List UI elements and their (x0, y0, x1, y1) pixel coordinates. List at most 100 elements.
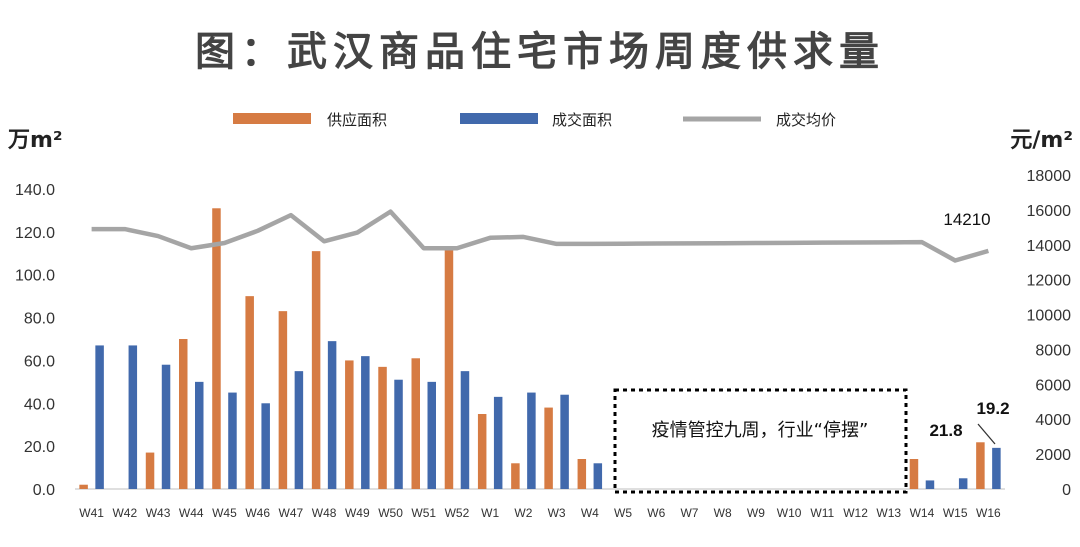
annotation-box (613, 388, 908, 494)
x-tick-label: W48 (312, 506, 337, 520)
bar-deal (195, 381, 204, 489)
right-tick-label: 8000 (1035, 342, 1071, 359)
x-tick-label: W8 (714, 506, 732, 520)
legend: 供应面积 成交面积 成交均价 (233, 111, 836, 129)
bar-deal (128, 345, 138, 489)
left-tick-label: 100.0 (15, 268, 55, 285)
x-tick-label: W45 (212, 506, 237, 520)
bar-supply (477, 414, 487, 489)
left-tick-label: 80.0 (24, 311, 55, 328)
bar-supply (511, 463, 520, 489)
bar-deal (958, 478, 968, 489)
x-tick-label: W10 (777, 506, 802, 520)
bar-supply (311, 251, 321, 489)
right-tick-label: 0 (1062, 482, 1071, 499)
bar-supply (378, 366, 387, 489)
bar-deal (261, 403, 270, 489)
x-tick-label: W16 (976, 506, 1001, 520)
x-tick-label: W3 (548, 506, 566, 520)
right-tick-label: 4000 (1035, 412, 1071, 429)
bar-supply (79, 484, 88, 489)
x-tick-label: W41 (79, 506, 104, 520)
bar-supply (909, 459, 919, 489)
left-tick-label: 40.0 (24, 396, 55, 413)
left-axis-unit: 万m² (7, 128, 63, 153)
x-tick-label: W50 (378, 506, 403, 520)
legend-swatch-supply (233, 113, 311, 124)
deal-data-label: 19.2 (976, 399, 1009, 418)
right-axis-unit: 元/m² (1010, 128, 1073, 153)
deal-label-leader (977, 423, 996, 445)
bar-deal (427, 381, 436, 489)
x-tick-label: W9 (747, 506, 765, 520)
bar-supply (245, 296, 254, 489)
bar-deal (493, 396, 503, 489)
bar-deal (294, 371, 304, 489)
x-tick-label: W13 (876, 506, 901, 520)
bar-supply (577, 459, 587, 489)
left-axis-ticks: 0.0 20.0 40.0 60.0 80.0 100.0 120.0 140.0 (15, 182, 55, 499)
left-tick-label: 140.0 (15, 182, 55, 199)
bar-deal (527, 392, 536, 489)
bar-deal (593, 463, 603, 489)
x-tick-label: W6 (647, 506, 665, 520)
bar-supply (444, 246, 454, 489)
bar-supply (212, 208, 221, 490)
right-tick-label: 18000 (1027, 168, 1072, 185)
left-tick-label: 120.0 (15, 225, 55, 242)
bar-deal (327, 341, 337, 489)
x-axis-ticks: W41 W42 W43 W44 W45 W46 W47 W48 W49 W50 W51 W52 W1 W2… (79, 506, 1001, 520)
bar-deal (228, 392, 237, 489)
x-tick-label: W15 (943, 506, 968, 520)
bar-deal (992, 447, 1001, 489)
annotation-text: 疫情管控九周，行业“停摆” (652, 420, 869, 441)
x-tick-label: W5 (614, 506, 632, 520)
bar-deal (95, 345, 104, 489)
legend-label-price: 成交均价 (776, 111, 836, 129)
x-tick-label: W11 (810, 506, 834, 520)
bar-supply (411, 358, 420, 489)
bar-supply (345, 360, 354, 489)
price-line (91, 209, 990, 263)
chart-title: 图：武汉商品住宅市场周度供求量 (195, 29, 885, 75)
x-tick-label: W42 (112, 506, 137, 520)
bar-deal (361, 356, 370, 489)
bar-supply (278, 311, 288, 489)
x-tick-label: W7 (680, 506, 698, 520)
right-tick-label: 14000 (1027, 238, 1072, 255)
bar-deal (394, 379, 403, 489)
x-tick-label: W49 (345, 506, 370, 520)
bar-supply (976, 442, 985, 489)
bar-supply (145, 452, 155, 489)
x-tick-label: W14 (910, 506, 935, 520)
x-tick-label: W2 (514, 506, 532, 520)
x-tick-label: W4 (581, 506, 599, 520)
x-tick-label: W1 (481, 506, 499, 520)
x-tick-label: W43 (146, 506, 171, 520)
right-axis-ticks: 0 2000 4000 6000 8000 10000 12000 14000 16000 180… (1027, 168, 1072, 499)
x-tick-label: W12 (843, 506, 868, 520)
right-tick-label: 16000 (1027, 203, 1072, 220)
bar-supply (544, 407, 553, 489)
right-tick-label: 2000 (1035, 447, 1071, 464)
x-tick-label: W52 (445, 506, 470, 520)
legend-swatch-deal (460, 113, 538, 124)
left-tick-label: 0.0 (33, 482, 55, 499)
price-line-group (91, 209, 990, 263)
x-tick-label: W46 (245, 506, 270, 520)
right-tick-label: 12000 (1027, 273, 1072, 290)
x-tick-label: W47 (279, 506, 304, 520)
legend-label-deal: 成交面积 (552, 111, 612, 129)
left-tick-label: 20.0 (24, 439, 55, 456)
bars (79, 208, 1001, 490)
supply-data-label: 21.8 (929, 421, 962, 440)
bar-deal (161, 364, 171, 489)
right-tick-label: 6000 (1035, 377, 1071, 394)
right-tick-label: 10000 (1027, 308, 1072, 325)
bar-deal (460, 371, 470, 489)
bar-deal (560, 394, 569, 489)
left-tick-label: 60.0 (24, 353, 55, 370)
bar-deal (925, 480, 935, 489)
x-tick-label: W51 (411, 506, 436, 520)
